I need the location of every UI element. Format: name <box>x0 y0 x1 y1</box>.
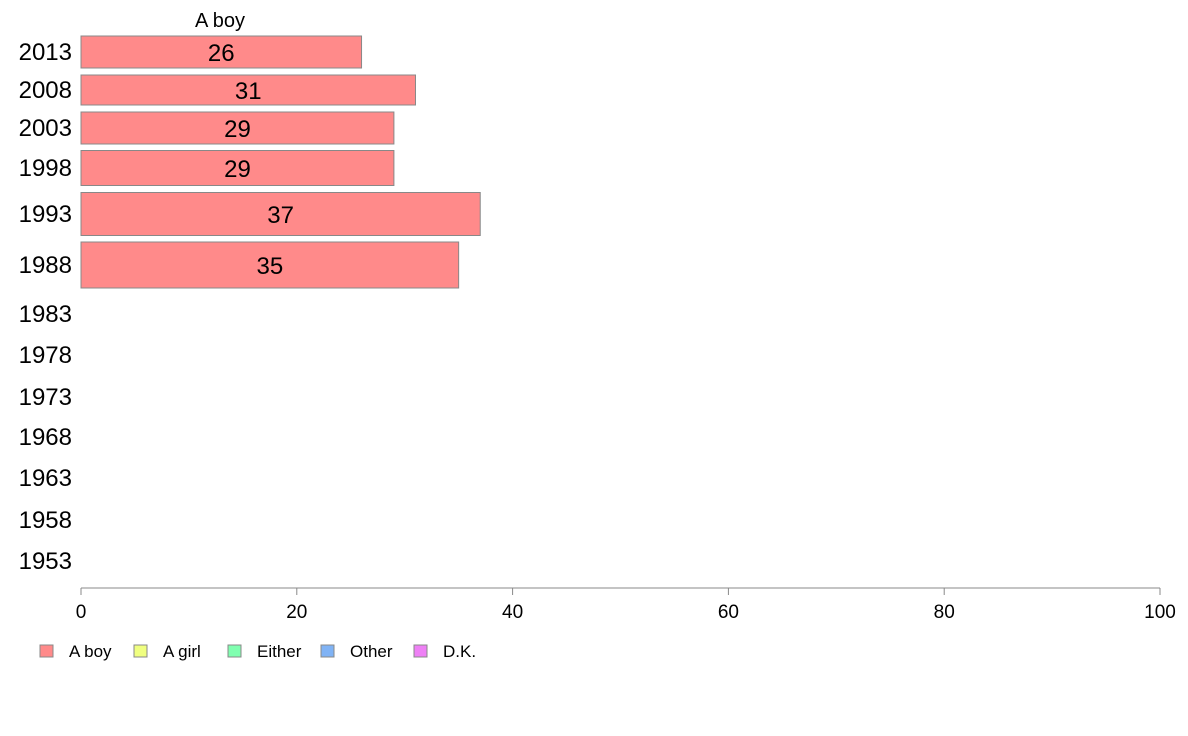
legend: A boy A girl Either Other D.K. <box>39 642 476 661</box>
data-label-2008: 31 <box>235 78 262 105</box>
y-tick-label-1978: 1978 <box>19 342 72 369</box>
data-label-1993: 37 <box>267 202 294 229</box>
y-tick-label-1953: 1953 <box>19 548 72 575</box>
y-tick-label-2013: 2013 <box>19 39 72 66</box>
y-tick-label-1998: 1998 <box>19 155 72 182</box>
legend-swatch-other <box>320 644 335 658</box>
x-tick-label-80: 80 <box>934 602 955 623</box>
data-label-2013: 26 <box>208 40 235 67</box>
bar-a-boy-2008 <box>80 74 416 106</box>
legend-swatch-a-boy <box>39 644 54 658</box>
data-label-2003: 29 <box>224 116 251 143</box>
bar-a-boy-1988 <box>80 241 460 289</box>
y-tick-label-1968: 1968 <box>19 424 72 451</box>
legend-swatch-either <box>227 644 242 658</box>
x-axis: 0 20 40 60 80 100 <box>76 587 1176 623</box>
y-tick-label-1988: 1988 <box>19 252 72 279</box>
bar-a-boy-2003 <box>80 111 395 145</box>
y-tick-label-1963: 1963 <box>19 465 72 492</box>
bar-a-boy-2013 <box>80 35 363 69</box>
y-tick-label-1993: 1993 <box>19 201 72 228</box>
bar-a-boy-1998 <box>80 150 395 186</box>
data-label-1988: 35 <box>256 253 283 280</box>
y-axis-labels: 2013 2008 2003 1998 1993 1988 1983 1978 1973 1968… <box>19 39 72 575</box>
x-tick-label-20: 20 <box>286 602 307 623</box>
legend-label-other: Other <box>350 642 393 661</box>
x-tick-label-100: 100 <box>1144 602 1176 623</box>
x-tick-label-60: 60 <box>718 602 739 623</box>
series-title: A boy <box>195 10 245 32</box>
legend-swatch-a-girl <box>133 644 148 658</box>
y-tick-label-1973: 1973 <box>19 384 72 411</box>
y-tick-label-1958: 1958 <box>19 507 72 534</box>
y-tick-label-2008: 2008 <box>19 77 72 104</box>
x-tick-label-0: 0 <box>76 602 87 623</box>
x-tick-label-40: 40 <box>502 602 523 623</box>
legend-label-a-girl: A girl <box>163 642 201 661</box>
legend-label-a-boy: A boy <box>69 642 112 661</box>
legend-label-d-k-: D.K. <box>443 642 476 661</box>
legend-swatch-d-k- <box>413 644 428 658</box>
data-label-1998: 29 <box>224 156 251 183</box>
legend-label-either: Either <box>257 642 302 661</box>
bar-a-boy-1993 <box>80 192 481 236</box>
y-tick-label-2003: 2003 <box>19 115 72 142</box>
y-tick-label-1983: 1983 <box>19 301 72 328</box>
